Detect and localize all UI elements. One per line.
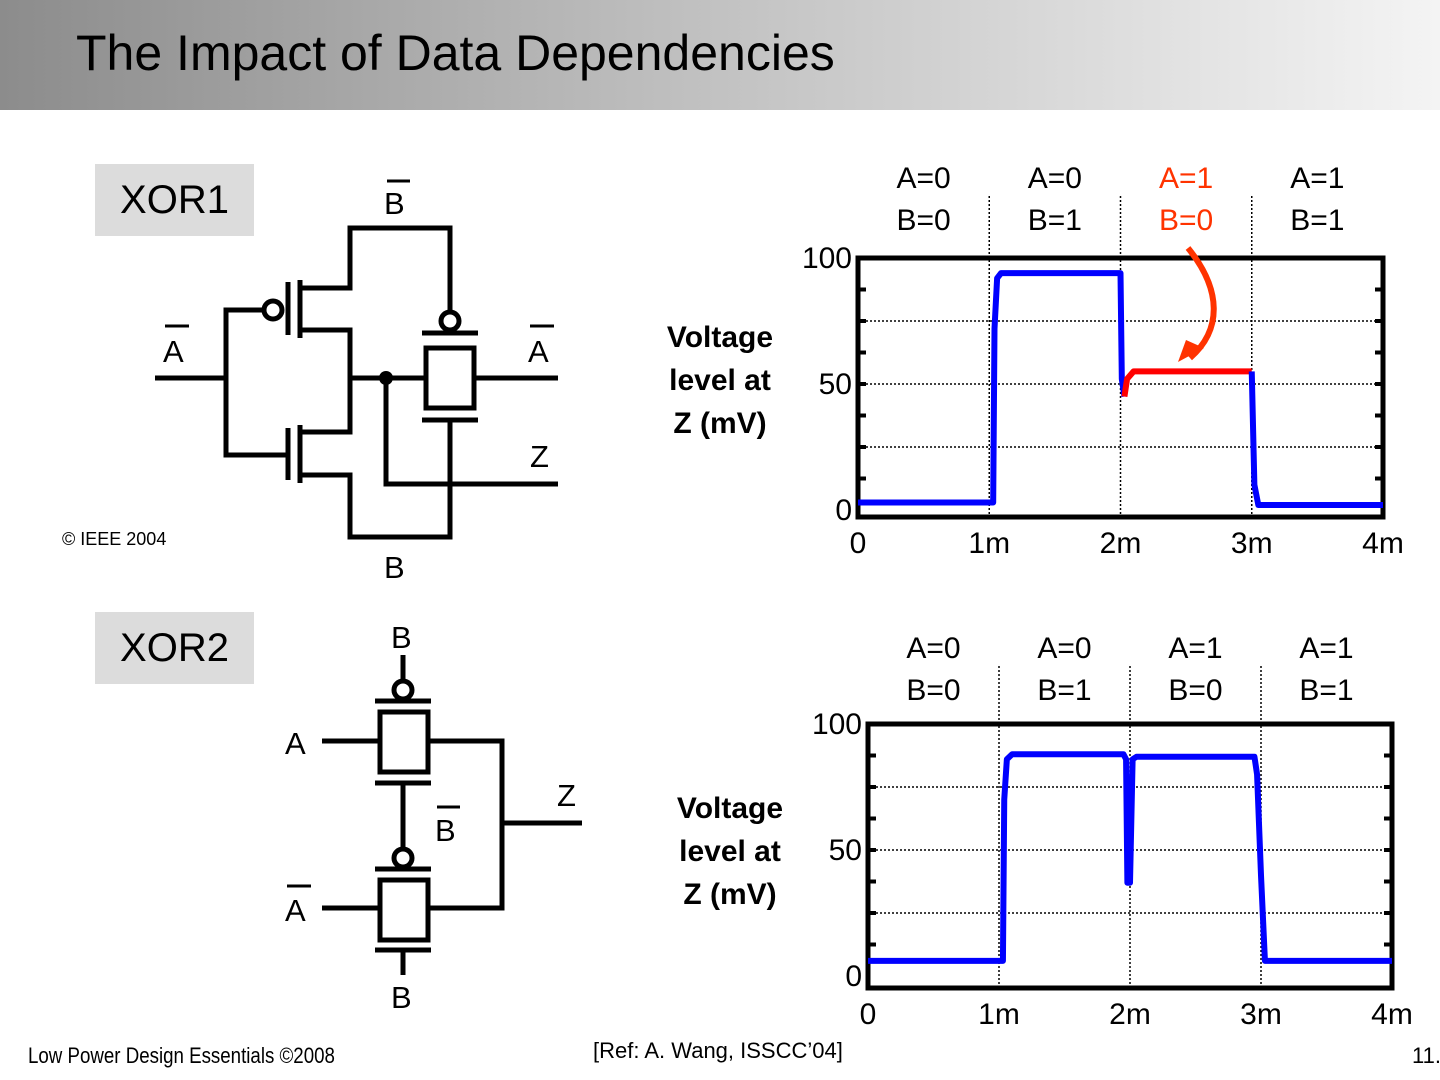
xor2-b-bottom: B: [391, 980, 412, 1015]
y-tick-label: 50: [829, 834, 862, 867]
y-axis-label: Z (mV): [673, 407, 766, 440]
xor1-a-bar-right: A: [528, 334, 549, 369]
xor2-b-bar: B: [435, 813, 456, 848]
xor2-chart: 0 1m 2m 3m 4m 0 50 100 Voltage level at Z (mV) A=0 B…: [677, 632, 1413, 1031]
plot-frame: [865, 721, 1395, 991]
copyright: © IEEE 2004: [62, 529, 167, 549]
xor1-chart: 0 1m 2m 3m 4m 0 50 100 Voltage level at Z (mV) A=0 B…: [667, 162, 1404, 560]
y-tick-label: 0: [845, 960, 862, 993]
slide-title: The Impact of Data Dependencies: [76, 25, 835, 81]
segment-label-a: A=0: [906, 632, 960, 665]
x-tick-label: 1m: [978, 998, 1020, 1031]
y-tick-label: 100: [812, 708, 862, 741]
segment-label-a: A=1: [1290, 162, 1344, 195]
xor1-z: Z: [530, 439, 549, 474]
series-line-blue: [1248, 371, 1383, 508]
xor1-b: B: [384, 550, 405, 585]
segment-label-b: B=0: [906, 674, 960, 707]
segment-label-b: B=1: [1037, 674, 1091, 707]
xor2-z: Z: [557, 778, 576, 813]
y-axis-label: Z (mV): [683, 878, 776, 911]
xor2-label: XOR2: [95, 612, 254, 684]
page-number: 11.: [1412, 1043, 1440, 1068]
x-tick-label: 0: [860, 998, 877, 1031]
series-line-red: [1121, 368, 1252, 398]
xor1-b-bar: B: [384, 186, 405, 221]
x-tick-label: 2m: [1100, 527, 1142, 560]
xor1-junction: [379, 371, 393, 385]
x-tick-label: 4m: [1362, 527, 1404, 560]
segment-label-b: B=1: [1290, 204, 1344, 237]
x-tick-label: 3m: [1240, 998, 1282, 1031]
segment-label-a: A=1: [1168, 632, 1222, 665]
y-axis-label: Voltage: [667, 321, 773, 354]
xor2-a-bar: A: [285, 893, 306, 928]
x-tick-label: 3m: [1231, 527, 1273, 560]
xor2-a: A: [285, 726, 306, 761]
xor2-circuit: [322, 655, 582, 975]
y-axis-label: level at: [669, 364, 771, 397]
segment-label-a: A=1: [1299, 632, 1353, 665]
segment-label-b: B=1: [1028, 204, 1082, 237]
plot-frame: [855, 255, 1386, 520]
xor1-a-bar-left: A: [163, 334, 184, 369]
footer-course: Low Power Design Essentials ©2008: [28, 1043, 335, 1068]
segment-label-b: B=1: [1299, 674, 1353, 707]
y-tick-label: 50: [819, 368, 852, 401]
x-tick-label: 0: [850, 527, 867, 560]
y-axis-label: level at: [679, 835, 781, 868]
segment-label-a: A=0: [897, 162, 951, 195]
segment-label-b: B=0: [897, 204, 951, 237]
series-line-blue: [858, 270, 1128, 506]
x-tick-label: 1m: [968, 527, 1010, 560]
y-tick-label: 100: [802, 242, 852, 275]
segment-label-b: B=0: [1159, 204, 1213, 237]
xor1-label: XOR1: [95, 164, 254, 236]
segment-label-a: A=1: [1159, 162, 1213, 195]
segment-label-a: A=0: [1037, 632, 1091, 665]
series-line-blue: [868, 751, 1392, 964]
xor2-b-top: B: [391, 620, 412, 655]
segment-label-a: A=0: [1028, 162, 1082, 195]
x-tick-label: 2m: [1109, 998, 1151, 1031]
footer-reference: [Ref: A. Wang, ISSCC’04]: [593, 1038, 843, 1063]
y-tick-label: 0: [835, 494, 852, 527]
slide-header: The Impact of Data Dependencies: [0, 0, 1440, 110]
xor1-circuit: [155, 225, 558, 540]
segment-label-b: B=0: [1168, 674, 1222, 707]
highlight-arrow: [1185, 246, 1217, 361]
x-tick-label: 4m: [1371, 998, 1413, 1031]
y-axis-label: Voltage: [677, 792, 783, 825]
highlight-arrowhead: [1178, 340, 1204, 362]
